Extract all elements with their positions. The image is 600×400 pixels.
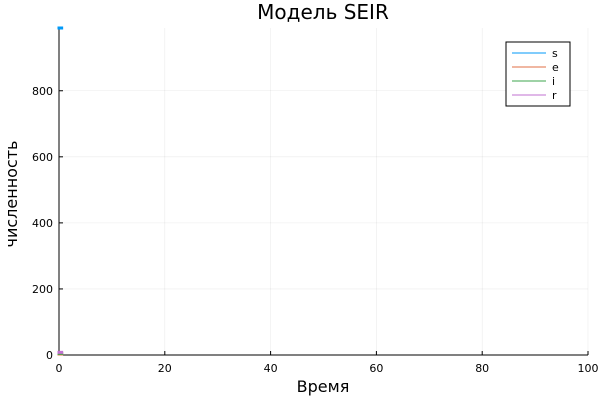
legend-label-i: i <box>552 75 555 88</box>
x-tick-label: 80 <box>475 362 489 375</box>
x-tick-label: 20 <box>158 362 172 375</box>
chart-title: Модель SEIR <box>257 0 389 24</box>
y-axis-label: численность <box>2 141 21 248</box>
y-tick-label: 0 <box>46 349 53 362</box>
x-tick-label: 60 <box>369 362 383 375</box>
y-tick-label: 400 <box>32 217 53 230</box>
legend-label-e: e <box>552 61 559 74</box>
legend-box <box>505 41 571 107</box>
y-tick-label: 800 <box>32 85 53 98</box>
legend-label-s: s <box>552 47 558 60</box>
y-tick-label: 200 <box>32 283 53 296</box>
tick-labels: 0 20 40 60 80 100 0 200 400 600 800 <box>32 85 599 375</box>
x-tick-label: 0 <box>56 362 63 375</box>
x-tick-label: 100 <box>578 362 599 375</box>
x-tick-label: 40 <box>264 362 278 375</box>
legend-label-r: r <box>552 89 557 102</box>
x-axis-label: Время <box>297 377 350 396</box>
y-tick-label: 600 <box>32 151 53 164</box>
series-layer <box>57 26 64 356</box>
